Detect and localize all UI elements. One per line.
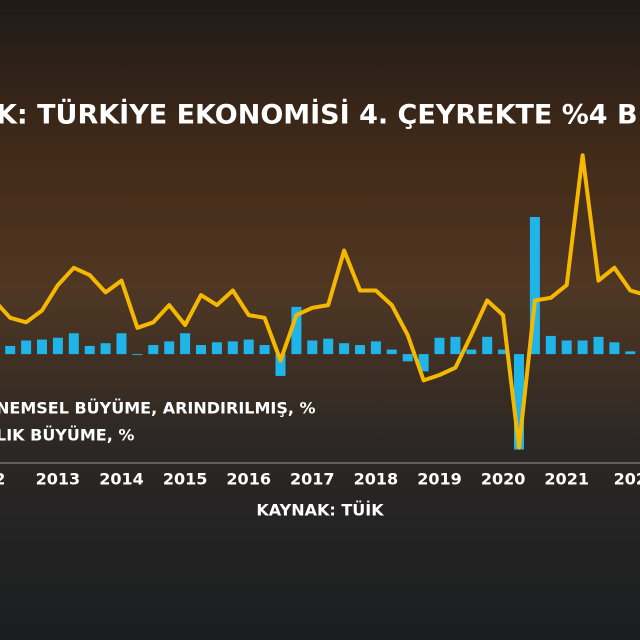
bar [418, 354, 429, 372]
bar [5, 345, 16, 355]
bar [529, 216, 540, 355]
bar [402, 354, 413, 362]
legend-label: NEMSEL BÜYÜME, ARINDIRILMIŞ, % [0, 399, 316, 418]
bar [593, 336, 604, 355]
bar [355, 345, 365, 355]
bar [625, 351, 636, 355]
bar [609, 342, 620, 355]
bar [561, 340, 572, 355]
x-tick-label: 2013 [36, 470, 81, 489]
x-tick-label: 2018 [354, 470, 399, 489]
bar [370, 341, 381, 355]
source: KAYNAK: TÜİK [256, 501, 384, 520]
bar [514, 354, 524, 450]
x-tick-label: 12 [0, 470, 5, 489]
bar [466, 349, 477, 355]
line [0, 153, 640, 450]
chart-title: K: TÜRKİYE EKONOMİSİ 4. ÇEYREKTE %4 BÜY [0, 98, 640, 131]
bar [52, 337, 63, 355]
bar [307, 340, 318, 355]
bar [196, 345, 206, 355]
x-tick-label: 2020 [481, 470, 526, 489]
x-tick-label: 2021 [544, 470, 589, 489]
bar [116, 333, 127, 355]
bar [498, 349, 509, 355]
x-tick-label: 2015 [163, 470, 208, 489]
bar [84, 345, 95, 355]
x-tick-label: 2016 [226, 470, 271, 489]
plot-area: 12 2013 2014 2015 2016 2017 2018 2019 2020 2021 20… [0, 153, 640, 489]
bar [545, 335, 556, 355]
x-tick-label: 202 [614, 470, 640, 489]
bar [323, 338, 334, 355]
bar [100, 343, 111, 355]
bar [275, 354, 286, 376]
bar [21, 340, 32, 355]
bar [180, 333, 191, 355]
bar [243, 339, 254, 355]
bar [386, 349, 397, 355]
bar [450, 336, 461, 355]
bar [259, 345, 270, 355]
bar [577, 340, 588, 355]
bar [291, 306, 302, 355]
bar [164, 341, 175, 355]
bar [132, 354, 143, 356]
bar [482, 336, 493, 355]
bar [148, 345, 159, 355]
bar [339, 343, 350, 355]
bar [227, 341, 238, 355]
bar [37, 339, 47, 355]
x-tick-label: 2017 [290, 470, 335, 489]
legend-label: LIK BÜYÜME, % [0, 426, 134, 445]
bar [434, 337, 445, 355]
bar [68, 333, 79, 355]
x-tick-label: 2014 [99, 470, 144, 489]
x-tick-label: 2019 [417, 470, 462, 489]
bar [211, 342, 222, 355]
